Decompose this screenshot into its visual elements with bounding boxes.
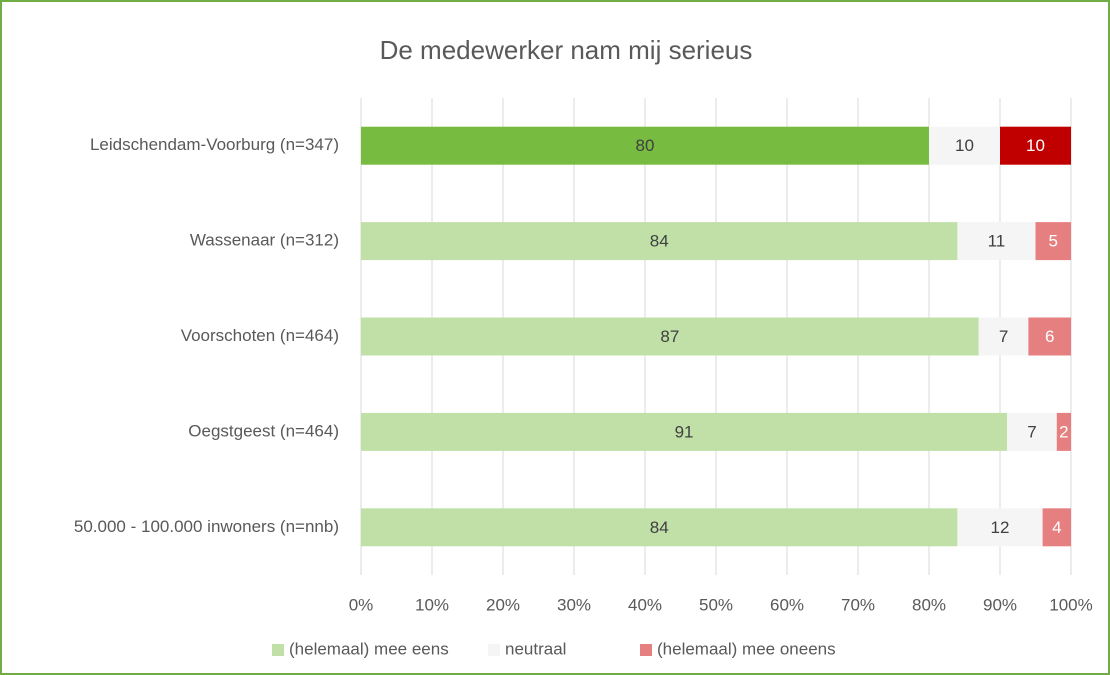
data-label: 10 (1026, 136, 1045, 155)
bar-segment (1056, 412, 1071, 451)
bar-segment (957, 508, 1043, 547)
bar-segment (1007, 412, 1057, 451)
data-label: 6 (1045, 327, 1054, 346)
data-label: 87 (660, 327, 679, 346)
data-label: 7 (999, 327, 1008, 346)
x-tick-label: 40% (628, 595, 662, 614)
legend-swatch (272, 644, 284, 656)
x-tick-label: 20% (486, 595, 520, 614)
data-label: 84 (650, 232, 669, 251)
data-label: 84 (650, 518, 669, 537)
x-tick-label: 90% (983, 595, 1017, 614)
y-tick-label: Leidschendam-Voorburg (n=347) (90, 135, 339, 154)
x-tick-label: 10% (415, 595, 449, 614)
x-tick-label: 60% (770, 595, 804, 614)
bar-segment (1035, 222, 1071, 261)
bar-segment (361, 317, 979, 356)
legend-swatch (640, 644, 652, 656)
y-tick-label: Wassenaar (n=312) (190, 231, 339, 250)
data-label: 10 (955, 136, 974, 155)
data-label: 2 (1059, 422, 1068, 441)
x-tick-label: 30% (557, 595, 591, 614)
data-label: 4 (1052, 518, 1061, 537)
data-label: 5 (1049, 232, 1058, 251)
legend-label: (helemaal) mee eens (289, 639, 449, 658)
bar-segment (957, 222, 1036, 261)
x-tick-label: 100% (1049, 595, 1092, 614)
data-label: 11 (988, 232, 1006, 251)
y-tick-label: Voorschoten (n=464) (181, 326, 339, 345)
legend-label: (helemaal) mee oneens (657, 639, 836, 658)
y-tick-label: 50.000 - 100.000 inwoners (n=nnb) (74, 517, 339, 536)
bar-segment (1042, 508, 1071, 547)
bar-segment (929, 126, 1000, 165)
bar-segment (361, 126, 929, 165)
x-tick-label: 50% (699, 595, 733, 614)
bar-segment (361, 508, 958, 547)
x-tick-label: 0% (349, 595, 374, 614)
bar-segment (361, 222, 958, 261)
legend-swatch (488, 644, 500, 656)
bar-segment (1028, 317, 1071, 356)
bar-segment (1000, 126, 1071, 165)
data-label: 80 (636, 136, 655, 155)
x-tick-label: 70% (841, 595, 875, 614)
data-label: 12 (991, 518, 1010, 537)
bar-segment (361, 412, 1008, 451)
x-tick-label: 80% (912, 595, 946, 614)
bar-segment (978, 317, 1029, 356)
legend-label: neutraal (505, 639, 566, 658)
data-label: 91 (675, 422, 694, 441)
data-label: 7 (1027, 422, 1036, 441)
chart-title: De medewerker nam mij serieus (380, 35, 753, 65)
y-tick-label: Oegstgeest (n=464) (188, 421, 339, 440)
